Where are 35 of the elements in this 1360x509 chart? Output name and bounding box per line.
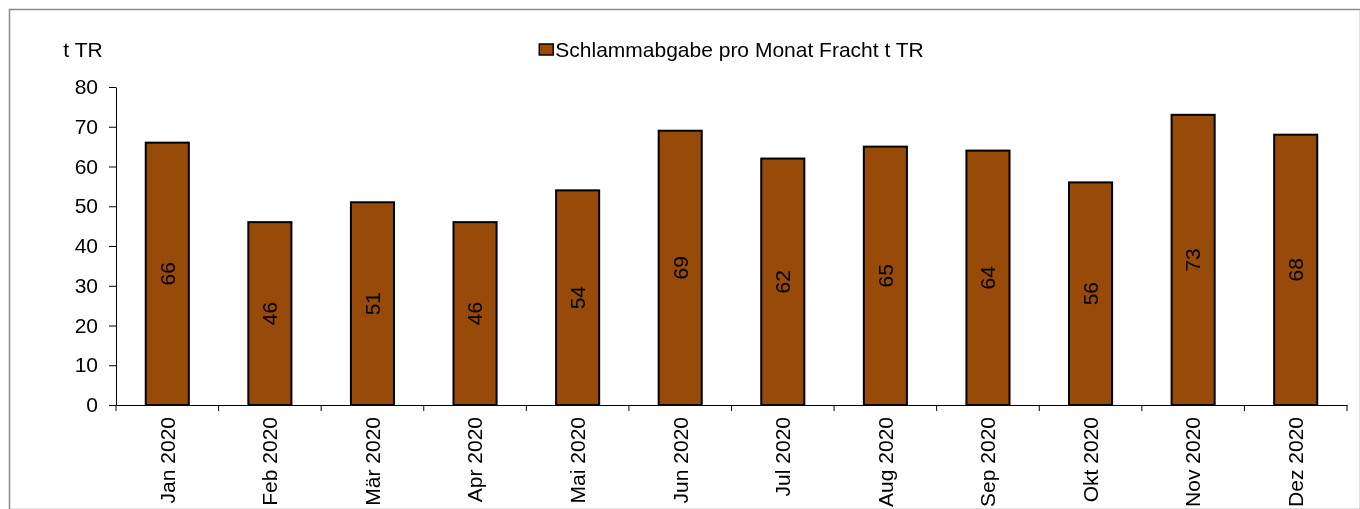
x-tick-label: Nov 2020 [1181, 417, 1205, 507]
data-label: 73 [1181, 248, 1205, 272]
y-tick-label: 50 [74, 194, 98, 218]
x-tick-label: Jan 2020 [155, 417, 179, 504]
y-axis-title: t TR [63, 38, 103, 61]
x-tick-label: Feb 2020 [258, 417, 282, 506]
data-label: 56 [1078, 282, 1102, 306]
x-tick-label: Dez 2020 [1284, 417, 1308, 507]
data-label: 64 [976, 265, 1000, 290]
legend-label: Schlammabgabe pro Monat Fracht t TR [555, 38, 924, 62]
data-label: 65 [873, 264, 897, 288]
data-label: 46 [258, 301, 282, 326]
x-tick-label: Sep 2020 [976, 417, 1000, 507]
y-tick-label: 40 [74, 234, 98, 258]
x-tick-label: Okt 2020 [1078, 417, 1102, 503]
data-label: 66 [155, 262, 179, 286]
data-label: 68 [1284, 258, 1308, 282]
y-tick-label: 20 [74, 313, 98, 337]
x-tick-label: Mai 2020 [565, 417, 589, 504]
y-tick-label: 10 [74, 353, 98, 377]
x-tick-label: Jun 2020 [668, 417, 692, 504]
x-tick-label: Aug 2020 [873, 417, 897, 507]
y-tick-label: 0 [86, 393, 98, 417]
data-label: 62 [771, 270, 795, 294]
x-tick-label: Jul 2020 [771, 417, 795, 497]
data-label: 51 [360, 291, 384, 316]
data-label: 46 [463, 301, 487, 326]
y-tick-label: 60 [74, 154, 98, 178]
data-label: 69 [668, 256, 692, 280]
y-tick-label: 30 [74, 273, 98, 297]
x-tick-label: Apr 2020 [463, 417, 487, 503]
data-label: 54 [565, 285, 589, 310]
y-tick-label: 70 [74, 114, 98, 138]
x-tick-label: Mär 2020 [360, 417, 384, 506]
y-tick-label: 80 [74, 75, 98, 99]
